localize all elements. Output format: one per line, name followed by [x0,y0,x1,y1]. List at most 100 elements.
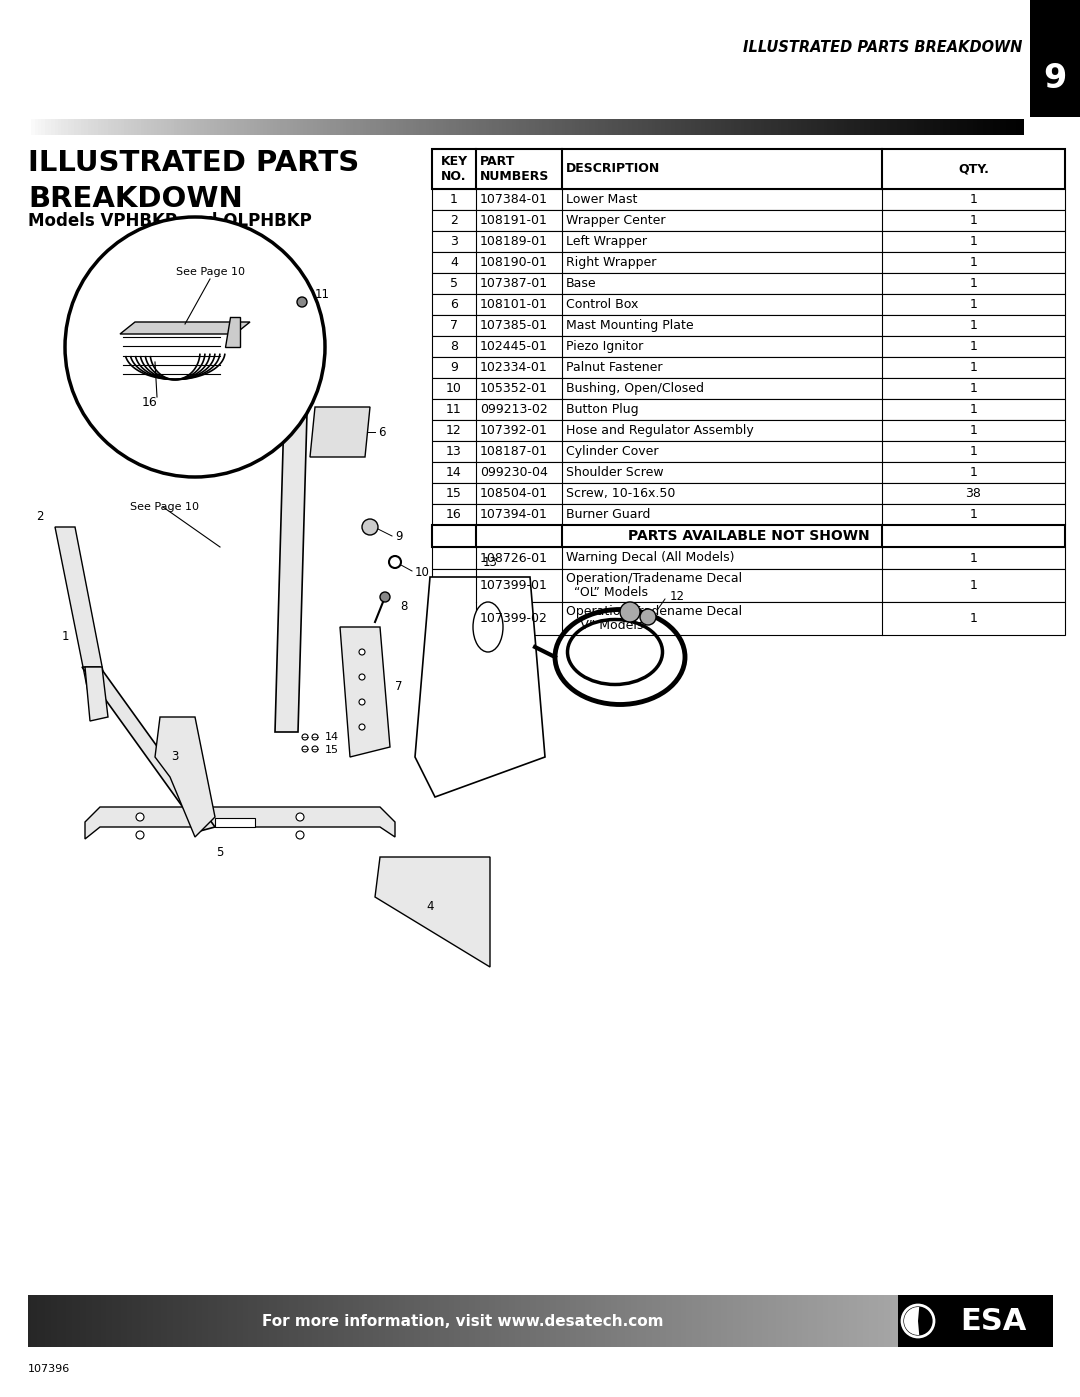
Bar [759,1295,762,1347]
Bar [842,1295,847,1347]
Bar [171,119,175,136]
Text: 6: 6 [378,426,386,439]
Bar [706,1295,710,1347]
Bar [451,1295,455,1347]
Bar [300,1295,303,1347]
Bar [980,119,984,136]
Bar [161,119,164,136]
Bar [202,1295,205,1347]
Bar [713,1295,716,1347]
Bar [432,293,1065,314]
Bar [459,119,463,136]
Bar [765,119,768,136]
Bar [87,119,92,136]
Bar [741,119,745,136]
Bar [510,1295,513,1347]
Bar [536,119,539,136]
Polygon shape [55,527,108,703]
Bar [37,1295,40,1347]
Bar [219,1295,222,1347]
Bar [156,1295,159,1347]
Bar [201,119,204,136]
Bar [677,1295,681,1347]
Text: 1: 1 [970,360,977,374]
Text: Burner Guard: Burner Guard [566,509,650,521]
Bar [843,119,848,136]
Bar [416,119,420,136]
Bar [739,1295,742,1347]
Bar [532,1295,536,1347]
Bar [521,1295,525,1347]
Bar [689,1295,692,1347]
Bar [126,1295,130,1347]
Bar [111,119,114,136]
Bar [144,119,148,136]
Bar [432,210,1065,231]
Bar [58,119,62,136]
Bar [214,1295,217,1347]
Bar [434,1295,437,1347]
Bar [863,1295,866,1347]
Bar [622,119,625,136]
Circle shape [359,698,365,705]
Bar [144,1295,147,1347]
Bar [171,1295,174,1347]
Bar [408,1295,411,1347]
Bar [596,1295,599,1347]
Bar [483,119,486,136]
Bar [529,119,532,136]
Bar [402,1295,405,1347]
Bar [731,119,735,136]
Bar [558,119,563,136]
Bar [675,119,678,136]
Bar [190,1295,193,1347]
Bar [629,1295,632,1347]
Bar [188,1295,191,1347]
Bar [432,251,1065,272]
Polygon shape [85,666,108,721]
Bar [696,1295,699,1347]
Bar [654,1295,658,1347]
Bar [291,119,294,136]
Bar [271,1295,275,1347]
Bar [453,119,457,136]
Text: 1: 1 [970,256,977,270]
Bar [669,119,672,136]
Bar [336,1295,339,1347]
Bar [257,119,260,136]
Bar [437,1295,441,1347]
Bar [651,119,656,136]
Bar [954,119,957,136]
Text: 108191-01: 108191-01 [480,214,548,226]
Bar [193,119,198,136]
Bar [536,1295,539,1347]
Text: 7: 7 [395,680,403,693]
Bar [474,1295,478,1347]
Bar [217,119,221,136]
Text: 107396: 107396 [28,1363,70,1375]
Bar [276,119,281,136]
Text: QTY.: QTY. [958,162,989,176]
Bar [768,1295,771,1347]
Bar [791,119,795,136]
Circle shape [640,609,656,624]
Bar [51,119,55,136]
Bar [260,119,264,136]
Bar [1013,119,1017,136]
Bar [109,1295,112,1347]
Bar [138,1295,141,1347]
Bar [75,1295,78,1347]
Text: Control Box: Control Box [566,298,638,312]
Bar [370,1295,374,1347]
Bar [337,119,340,136]
Circle shape [380,592,390,602]
Text: ESA: ESA [960,1306,1027,1336]
Bar [501,1295,504,1347]
Text: Hose and Regulator Assembly: Hose and Regulator Assembly [566,425,754,437]
Bar [422,119,427,136]
Bar [672,119,675,136]
Bar [289,1295,293,1347]
Bar [751,119,755,136]
Text: 1: 1 [970,509,977,521]
Bar [936,119,941,136]
